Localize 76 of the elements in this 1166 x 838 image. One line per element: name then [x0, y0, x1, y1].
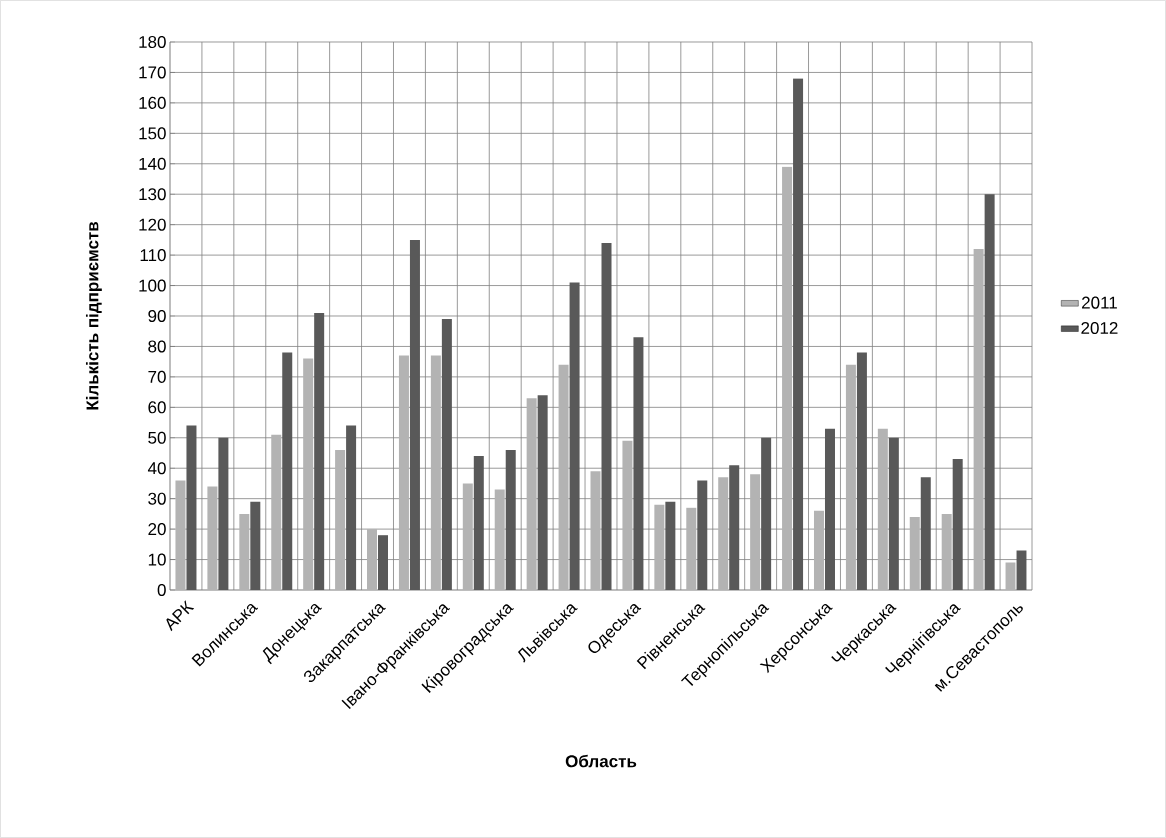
- bar: [824, 428, 835, 590]
- bar: [314, 312, 325, 590]
- y-tick-label: 20: [148, 523, 166, 536]
- y-tick-label: 60: [148, 401, 166, 414]
- y-tick-label: 140: [139, 157, 166, 170]
- bar: [718, 477, 729, 590]
- bar: [250, 501, 261, 590]
- x-axis-title: Область: [565, 754, 637, 768]
- bar: [409, 239, 420, 590]
- bar: [877, 428, 888, 590]
- y-tick-label: 100: [139, 279, 166, 292]
- y-tick-label: 150: [139, 127, 166, 140]
- bar: [761, 437, 772, 590]
- bar: [654, 504, 665, 590]
- bar: [473, 456, 484, 590]
- y-tick-label: 90: [148, 309, 166, 323]
- y-tick-label: 40: [147, 462, 166, 475]
- y-tick-label: 80: [148, 340, 166, 353]
- bar: [335, 449, 346, 590]
- bar: [186, 425, 197, 590]
- bar: [941, 513, 952, 590]
- bar: [430, 355, 441, 590]
- bar: [686, 507, 697, 590]
- bar: [367, 529, 378, 590]
- legend-label: 2011: [1082, 296, 1117, 309]
- bar: [729, 465, 740, 590]
- y-tick-label: 0: [157, 583, 166, 597]
- bar: [622, 440, 633, 590]
- bar: [793, 78, 804, 590]
- bar: [813, 510, 824, 590]
- bar: [378, 535, 389, 590]
- bar: [271, 434, 282, 590]
- bar: [526, 398, 537, 590]
- bar: [697, 480, 708, 590]
- bar: [665, 501, 676, 590]
- y-tick-label: 50: [148, 431, 166, 444]
- bar: [984, 194, 995, 590]
- bar: [505, 449, 516, 590]
- bar: [239, 513, 250, 590]
- bar: [633, 337, 644, 590]
- y-axis-title: Кількість підприємств: [85, 221, 102, 410]
- bar: [782, 166, 793, 590]
- legend-label: 2012: [1081, 322, 1118, 335]
- bar: [207, 486, 218, 590]
- bar: [569, 282, 580, 590]
- bar: [346, 425, 357, 590]
- bar: [218, 437, 229, 590]
- y-tick-label: 30: [148, 492, 166, 505]
- bar: [303, 358, 314, 590]
- bar: [537, 395, 548, 590]
- bar: [952, 459, 963, 590]
- bar: [856, 352, 867, 590]
- bar: [590, 471, 601, 590]
- y-tick-label: 10: [148, 553, 166, 566]
- bar: [750, 474, 761, 590]
- bar: [462, 483, 473, 590]
- bar: [888, 437, 899, 590]
- bar: [441, 319, 452, 590]
- bar: [973, 249, 984, 590]
- bar: [558, 364, 569, 590]
- bar: [398, 355, 409, 590]
- bar: [920, 477, 931, 590]
- bar: [845, 364, 856, 590]
- y-tick-label: 180: [139, 35, 166, 49]
- bar: [282, 352, 293, 590]
- y-tick-label: 110: [140, 249, 166, 262]
- bar: [909, 516, 920, 590]
- bar: [494, 489, 505, 590]
- y-tick-label: 170: [139, 66, 166, 79]
- y-tick-label: 70: [148, 370, 166, 383]
- bar: [175, 480, 186, 590]
- bar: [601, 242, 612, 590]
- y-tick-label: 160: [139, 96, 166, 109]
- y-tick-label: 130: [139, 188, 166, 201]
- y-tick-label: 120: [139, 218, 166, 231]
- bar: [1016, 550, 1027, 590]
